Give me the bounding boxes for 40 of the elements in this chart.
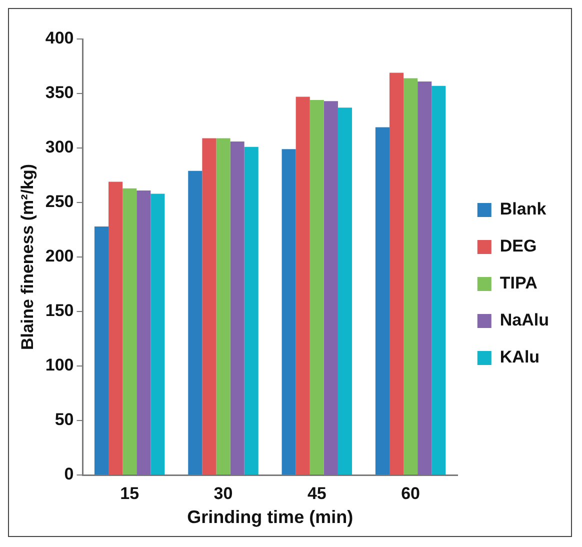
bar [150,194,165,474]
y-tick-label: 300 [45,138,74,157]
bar [296,96,310,474]
y-tick-label: 250 [45,192,74,212]
bar [432,86,446,474]
bar [122,188,137,474]
bar [324,101,338,474]
y-tick-label: 150 [45,301,74,320]
bar [404,78,418,474]
x-tick-label: 30 [214,484,233,503]
legend-label: TIPA [500,274,538,293]
x-axis-title: Grinding time (min) [187,507,354,528]
y-tick-label: 400 [45,28,74,48]
bar [136,190,151,474]
legend-label: NaAlu [500,310,550,330]
legend-label: KAlu [500,348,540,367]
bar [108,182,123,474]
x-tick-label: 15 [120,484,140,503]
bar [216,138,230,474]
y-tick-label: 0 [64,464,74,484]
y-axis-title: Blaine fineness (m²/kg) [18,164,37,350]
bar [230,141,244,474]
bar [338,108,352,474]
bar [418,82,432,474]
y-tick-label: 200 [45,246,74,266]
y-tick-label: 50 [54,410,74,430]
legend-label: DEG [500,236,537,256]
legend-label: Blank [500,200,547,219]
y-tick-label: 350 [45,83,74,102]
bar [375,127,390,474]
x-tick-label: 60 [401,484,420,503]
bar [310,100,324,474]
bar [188,170,202,474]
bar [202,138,216,474]
x-tick-label: 45 [307,484,326,503]
bar [94,226,109,474]
bar [244,146,258,474]
y-tick-label: 100 [45,356,74,375]
bar [282,149,296,474]
bar [389,72,404,474]
